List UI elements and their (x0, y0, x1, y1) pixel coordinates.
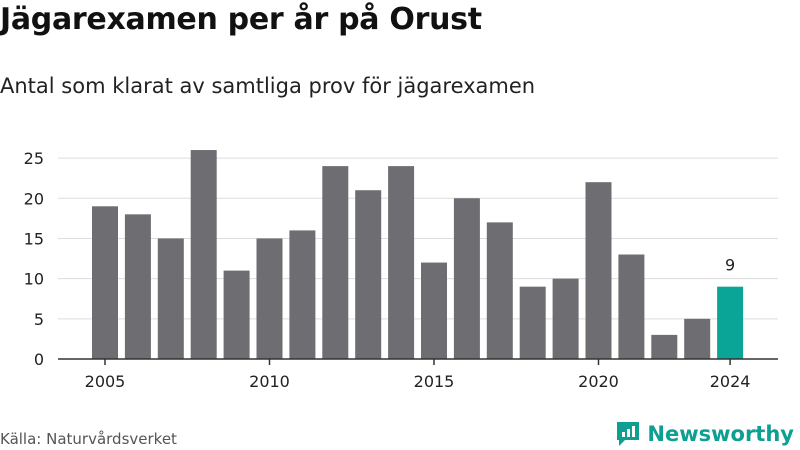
newsworthy-logo-icon (617, 422, 640, 446)
bar-2024 (717, 286, 744, 359)
x-tick-label: 2015 (414, 372, 455, 391)
bar-2005 (92, 206, 118, 359)
bar-2018 (519, 286, 546, 359)
source-note: Källa: Naturvårdsverket (0, 430, 177, 448)
bar-2007 (157, 238, 184, 359)
bar-2021 (618, 254, 645, 359)
y-axis-ticks: 0 5 10 15 20 25 (24, 149, 44, 369)
x-tick-label: 2005 (85, 372, 126, 391)
bar-2019 (552, 278, 579, 359)
x-axis: 2005 2010 2015 2020 2024 (58, 358, 778, 391)
bar-2016 (453, 198, 480, 359)
bars (92, 150, 744, 359)
y-tick-label: 5 (34, 310, 44, 329)
y-tick-label: 10 (24, 270, 44, 289)
bar-2013 (355, 190, 382, 359)
bar-2017 (486, 222, 513, 359)
data-label-2024: 9 (725, 256, 735, 275)
bar-2023 (684, 318, 711, 359)
bar-2014 (388, 166, 415, 359)
bar-2009 (223, 270, 250, 359)
chart-title: Jägarexamen per år på Orust (0, 2, 482, 37)
y-tick-label: 20 (24, 189, 44, 208)
x-tick-label: 2010 (249, 372, 290, 391)
y-tick-label: 15 (24, 229, 44, 248)
bar-2008 (190, 150, 217, 359)
bar-2015 (421, 262, 447, 359)
bar-2011 (289, 230, 316, 359)
x-tick-label: 2020 (578, 372, 619, 391)
y-tick-label: 0 (34, 350, 44, 369)
bar-chart: 0 5 10 15 20 25 2005 2010 2015 2020 2024 9 (24, 149, 778, 391)
bar-2020 (585, 182, 612, 359)
chart-subtitle: Antal som klarat av samtliga prov för jä… (0, 74, 536, 98)
brand-name: Newsworthy (647, 422, 794, 446)
bar-2012 (322, 166, 349, 359)
brand-logo[interactable]: Newsworthy (615, 420, 794, 448)
data-labels: 9 (725, 256, 735, 275)
bar-2006 (124, 214, 151, 359)
bar-2010 (256, 238, 283, 359)
x-tick-label: 2024 (710, 372, 751, 391)
bar-2022 (651, 334, 678, 359)
y-tick-label: 25 (24, 149, 44, 168)
